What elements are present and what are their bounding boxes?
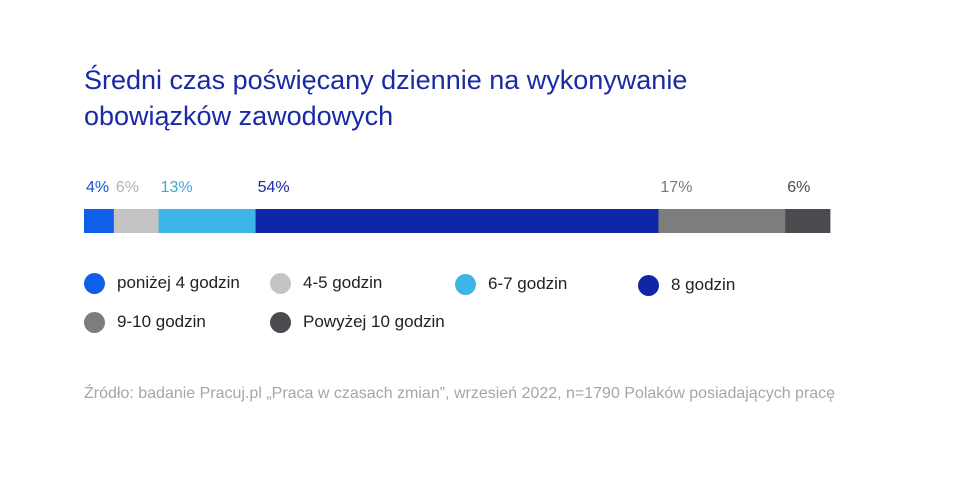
data-label-0: 4% bbox=[86, 179, 109, 196]
data-label-2: 13% bbox=[161, 179, 193, 196]
data-label-4: 17% bbox=[660, 179, 692, 196]
legend-swatch-0 bbox=[84, 272, 105, 294]
legend-swatch-5 bbox=[270, 311, 291, 333]
legend-item-2: 6-7 godzin bbox=[455, 272, 567, 296]
bar-segment-3 bbox=[255, 209, 659, 233]
legend-swatch-1 bbox=[270, 272, 291, 294]
legend-label-3: 8 godzin bbox=[671, 275, 736, 294]
source-note: Źródło: badanie Pracuj.pl „Praca w czasa… bbox=[84, 385, 836, 402]
legend-swatch-2 bbox=[455, 273, 476, 295]
chart-title-line-2: obowiązków zawodowych bbox=[84, 101, 394, 131]
bar-segment-2 bbox=[158, 209, 256, 233]
legend-label-0: poniżej 4 godzin bbox=[117, 273, 240, 292]
bar-segment-4 bbox=[658, 209, 786, 233]
chart-title-line-1: Średni czas poświęcany dziennie na wykon… bbox=[84, 65, 688, 95]
bar-segment-5 bbox=[785, 209, 831, 233]
legend-item-5: Powyżej 10 godzin bbox=[270, 310, 445, 334]
legend-swatch-4 bbox=[84, 311, 105, 333]
data-label-5: 6% bbox=[787, 179, 810, 196]
data-label-3: 54% bbox=[258, 179, 290, 196]
legend-swatch-3 bbox=[638, 274, 659, 296]
chart-title: Średni czas poświęcany dziennie na wykon… bbox=[84, 62, 884, 134]
bar-segment-1 bbox=[113, 209, 159, 233]
legend-item-0: poniżej 4 godzin bbox=[84, 271, 240, 295]
legend-item-4: 9-10 godzin bbox=[84, 310, 206, 334]
legend-label-5: Powyżej 10 godzin bbox=[303, 312, 445, 331]
data-label-1: 6% bbox=[116, 179, 139, 196]
bar-segment-0 bbox=[84, 209, 115, 233]
legend-item-1: 4-5 godzin bbox=[270, 271, 382, 295]
legend-label-2: 6-7 godzin bbox=[488, 274, 568, 293]
legend-label-4: 9-10 godzin bbox=[117, 312, 206, 331]
legend-item-3: 8 godzin bbox=[638, 273, 735, 297]
legend-label-1: 4-5 godzin bbox=[303, 273, 383, 292]
